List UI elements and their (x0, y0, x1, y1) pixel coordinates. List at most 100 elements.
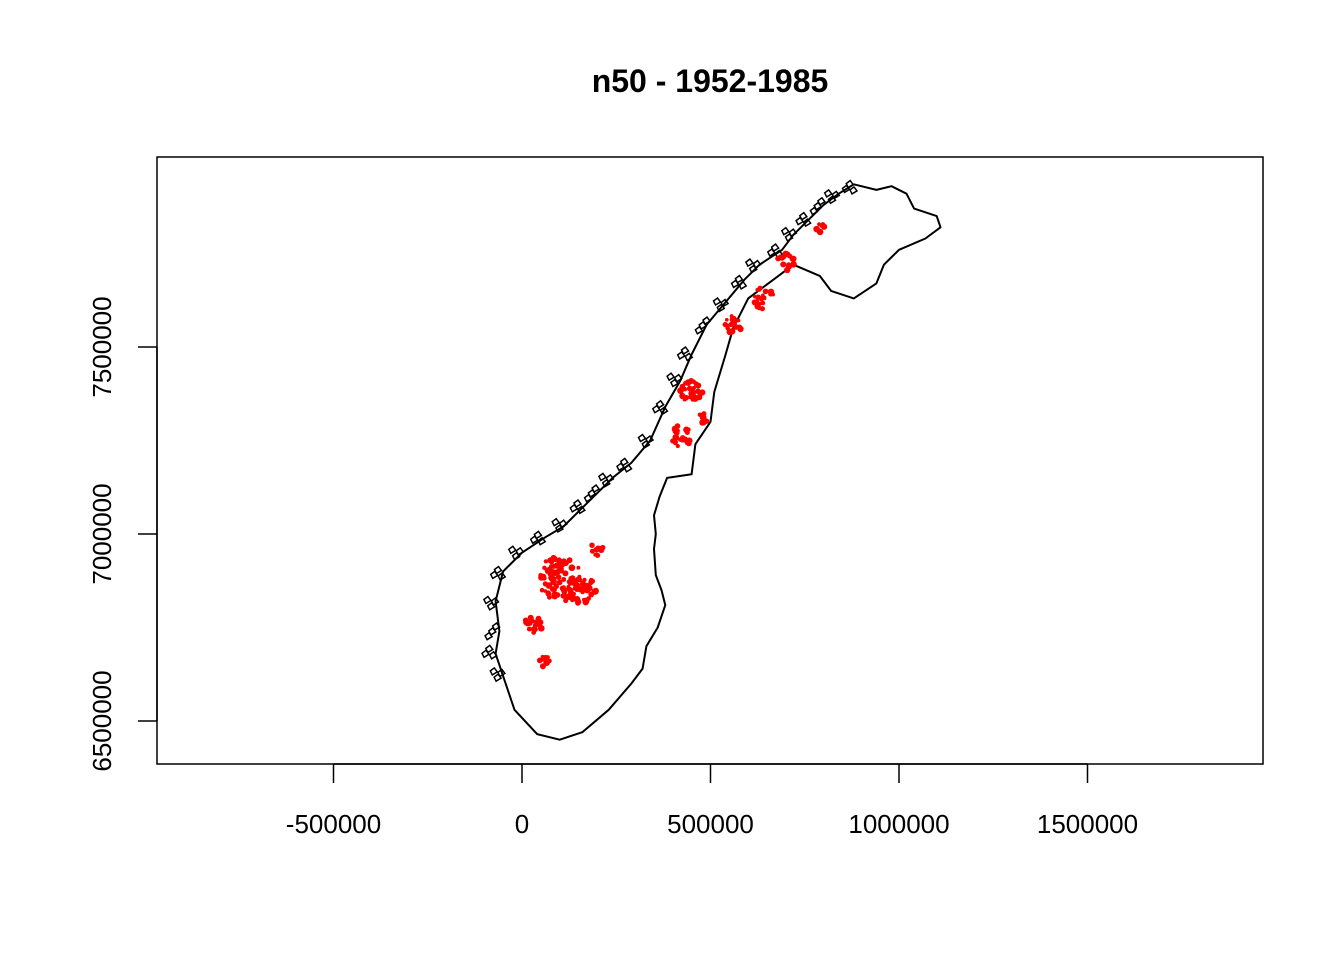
plot-title: n50 - 1952-1985 (592, 63, 829, 99)
glacier-point (548, 564, 554, 570)
coastal-island (569, 503, 579, 513)
coastal-island (784, 232, 794, 243)
glacier-point (785, 251, 791, 257)
glacier-point (535, 615, 542, 622)
coastal-island (827, 195, 837, 205)
glacier-point (582, 599, 589, 606)
coastal-island (554, 523, 564, 534)
glacier-point (568, 575, 574, 582)
glacier-point (580, 589, 585, 595)
coastal-island (651, 404, 661, 414)
x-tick-label: 0 (515, 809, 529, 839)
glacier-point (672, 427, 679, 435)
glacier-point (551, 576, 557, 582)
glacier-point (556, 579, 563, 586)
glacier-point (585, 584, 590, 589)
glacier-point (755, 294, 762, 301)
glacier-point (557, 563, 563, 569)
glacier-point (531, 630, 537, 635)
glacier-point (545, 582, 553, 589)
glacier-point (789, 257, 795, 262)
glacier-point (541, 575, 547, 581)
glacier-point (595, 552, 599, 557)
coastal-island (507, 545, 517, 555)
plot-frame (156, 156, 1264, 765)
coastal-island (716, 303, 726, 313)
glacier-point (588, 591, 595, 598)
glacier-point (699, 389, 706, 396)
glacier-point (784, 266, 791, 274)
glacier-point (579, 582, 584, 587)
glacier-point (686, 427, 691, 432)
coastal-island (576, 505, 586, 515)
glacier-point (780, 261, 786, 268)
glacier-point (555, 574, 562, 580)
glacier-point (597, 546, 605, 554)
country-outline (494, 183, 942, 741)
glacier-point (761, 293, 765, 298)
glacier-point (786, 262, 791, 267)
glacier-point (677, 387, 684, 394)
coastal-island (684, 352, 694, 362)
glacier-point (683, 395, 689, 401)
coastal-island (623, 463, 633, 473)
coastal-island (641, 439, 651, 449)
coastal-island (551, 517, 561, 527)
glacier-point (536, 657, 543, 664)
glacier-point (526, 626, 532, 632)
glacier-point (568, 564, 576, 572)
glacier-point (683, 380, 688, 386)
coastal-island (529, 535, 539, 545)
coastal-island (748, 264, 758, 274)
coastal-island (694, 325, 704, 335)
glacier-point (574, 582, 581, 589)
glacier-point (699, 413, 707, 421)
glacier-point (688, 378, 695, 384)
glacier-point (725, 325, 731, 331)
coastal-island (795, 216, 805, 226)
glacier-point (545, 590, 552, 597)
glacier-point (695, 388, 701, 395)
glacier-point (560, 593, 567, 599)
glacier-point (547, 595, 552, 600)
glacier-point (552, 587, 557, 592)
coastal-island (537, 536, 547, 546)
glacier-point (577, 577, 583, 583)
glacier-layer (522, 222, 828, 670)
coastal-island (780, 226, 790, 236)
glacier-point (592, 588, 599, 595)
x-tick-label: 1500000 (1037, 809, 1138, 839)
coastal-island (669, 378, 679, 388)
map-layer (481, 179, 942, 741)
coastal-island (802, 218, 812, 228)
glacier-point (754, 303, 761, 310)
y-tick-label: 7000000 (87, 483, 117, 584)
glacier-point (588, 577, 594, 583)
glacier-point (722, 321, 728, 328)
glacier-point (820, 222, 826, 228)
coastal-island (488, 650, 498, 660)
glacier-point (781, 255, 787, 260)
glacier-point (576, 565, 581, 570)
glacier-point (775, 255, 781, 262)
glacier-point (527, 614, 534, 621)
glacier-point (569, 593, 576, 600)
coastal-island (841, 184, 851, 194)
glacier-point (539, 663, 546, 670)
coastal-island (730, 279, 740, 289)
glacier-point (695, 382, 702, 389)
coastal-island (637, 433, 647, 443)
glacier-point (522, 617, 529, 623)
glacier-point (582, 577, 587, 583)
coastal-island (486, 601, 496, 611)
coastal-island (482, 595, 492, 605)
glacier-point (544, 567, 552, 575)
glacier-point (757, 285, 763, 291)
x-axis: -500000 0 500000 1000000 1500000 (286, 763, 1138, 839)
glacier-point (762, 288, 769, 295)
glacier-point (561, 577, 567, 582)
glacier-point (729, 316, 736, 323)
coastal-island (616, 462, 626, 472)
glacier-point (670, 438, 676, 444)
